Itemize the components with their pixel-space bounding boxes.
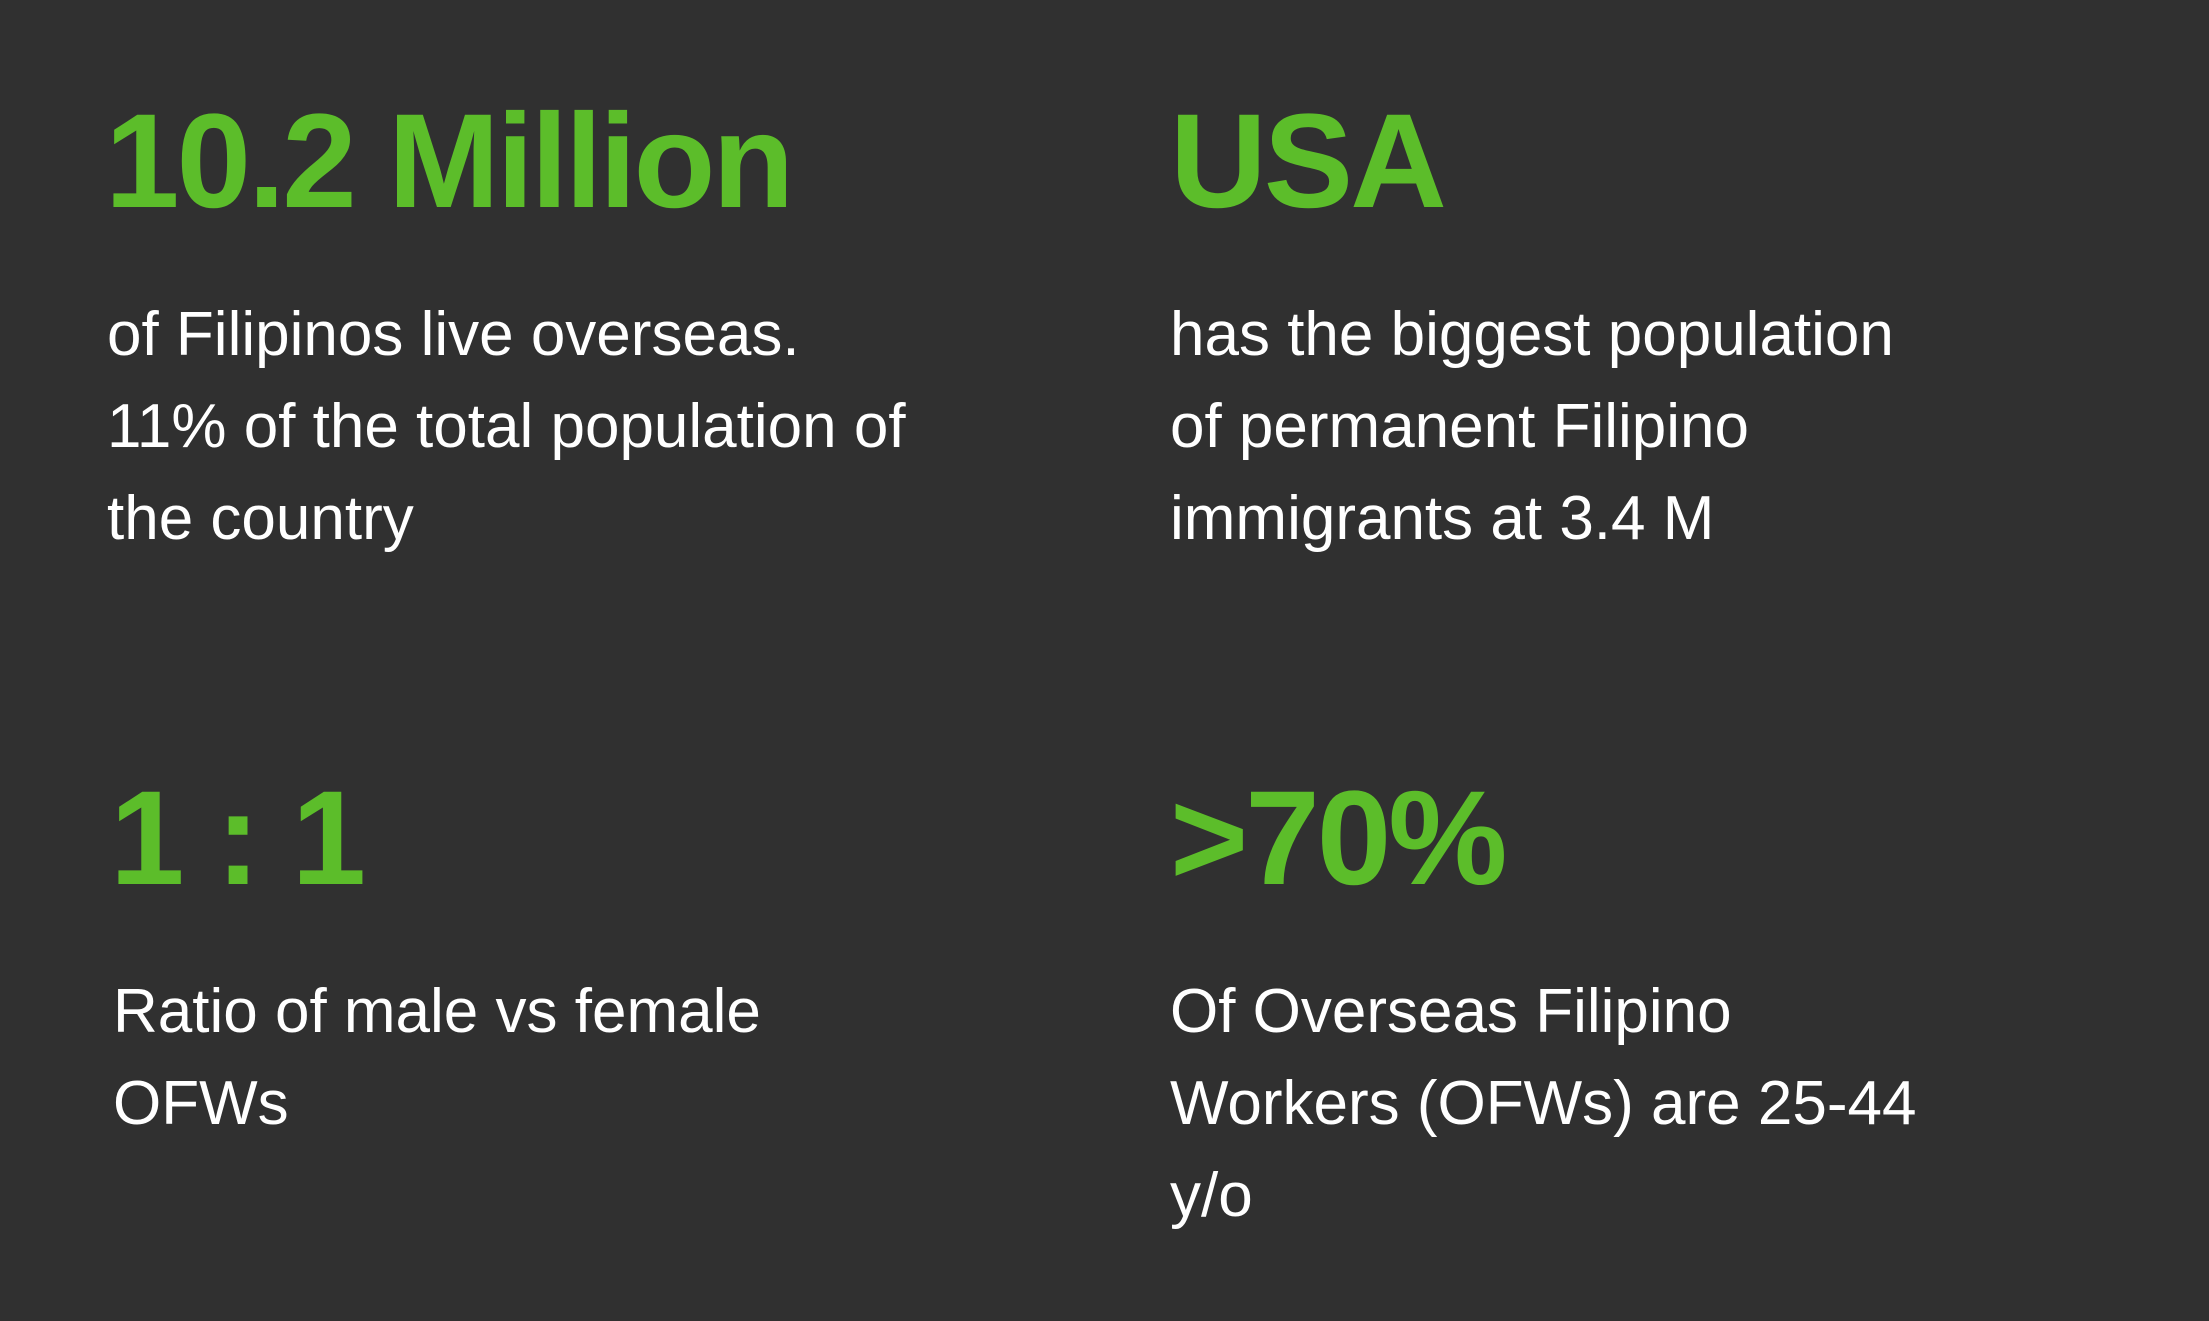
stat-value: 1 : 1 (110, 764, 366, 913)
stat-description: has the biggest population of permanent … (1170, 300, 1894, 553)
stat-description: Of Overseas Filipino Workers (OFWs) are … (1170, 977, 1917, 1230)
stat-value: >70% (1170, 764, 1507, 913)
stat-description: of Filipinos live overseas. 11% of the t… (107, 300, 906, 553)
stat-age-range: >70% Of Overseas Filipino Workers (OFWs)… (1170, 772, 1916, 1242)
stat-overseas-population: 10.2 Million of Filipinos live overseas.… (105, 95, 906, 565)
stat-gender-ratio: 1 : 1 Ratio of male vs female OFWs (110, 772, 761, 1150)
stat-top-country: USA has the biggest population of perman… (1170, 95, 1894, 565)
stat-description: Ratio of male vs female OFWs (113, 977, 761, 1138)
stat-value: USA (1170, 87, 1447, 236)
stat-value: 10.2 Million (105, 87, 794, 236)
